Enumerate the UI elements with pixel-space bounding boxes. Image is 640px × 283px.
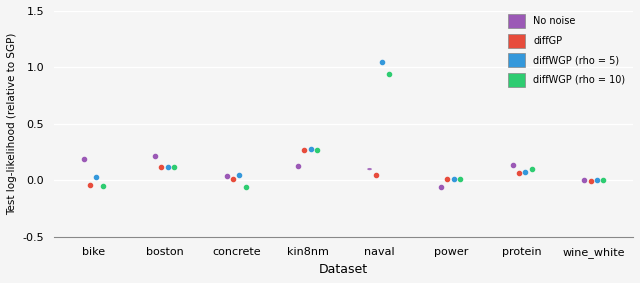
X-axis label: Dataset: Dataset [319,263,368,276]
Legend: No noise, diffGP, diffWGP (rho = 5), diffWGP (rho = 10): No noise, diffGP, diffWGP (rho = 5), dif… [505,11,628,90]
Y-axis label: Test log-likelihood (relative to SGP): Test log-likelihood (relative to SGP) [7,33,17,215]
Polygon shape [367,168,372,170]
